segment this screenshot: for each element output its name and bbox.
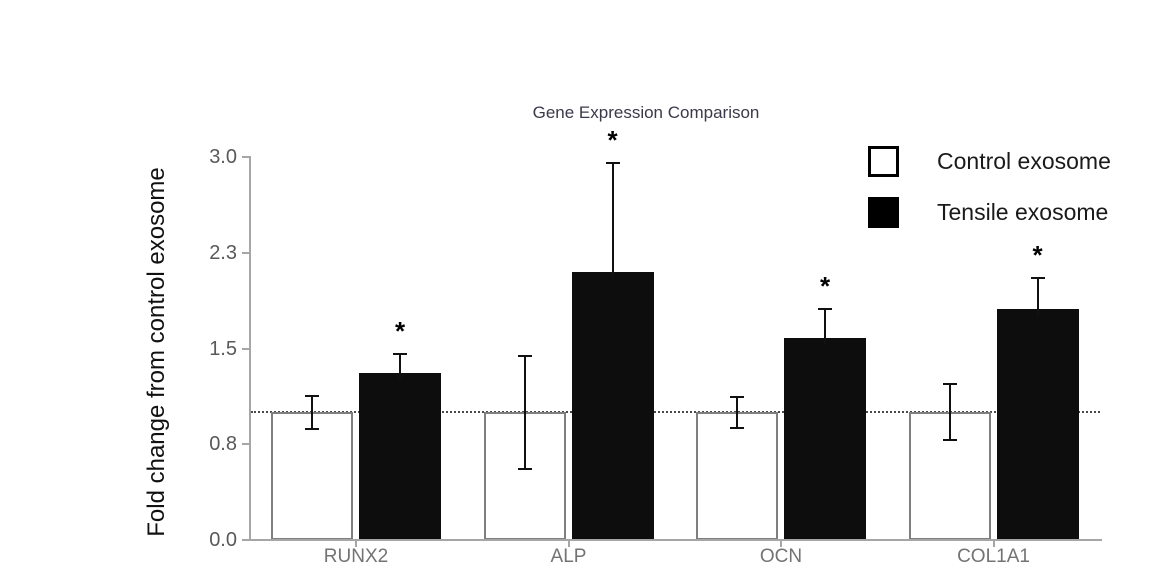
bar-control-OCN [696,412,778,540]
bar-tensile-COL1A1 [996,308,1079,540]
x-category-label-RUNX2: RUNX2 [323,546,389,567]
x-category-label-ALP: ALP [550,546,587,567]
significance-asterisk-RUNX2: * [394,315,406,346]
y-axis-tick [242,539,251,541]
bar-tensile-ALP [571,271,654,540]
bar-tensile-OCN [784,338,866,540]
error-bar-cap [942,439,957,442]
error-bar-line [948,384,951,441]
tensile-swatch-icon [868,197,899,228]
significance-asterisk-OCN: * [819,270,831,301]
legend: Control exosome Tensile exosome [868,146,1111,248]
error-bar-line [399,353,401,379]
y-tick-label: 1.5 [209,337,237,360]
error-bar-cap [517,355,532,358]
chart-title: Gene Expression Comparison [532,103,760,122]
legend-item-tensile: Tensile exosome [868,197,1111,228]
error-bar-line [1036,278,1039,315]
x-axis-tick [567,540,570,547]
error-bar-cap [305,394,319,397]
error-bar-line [611,163,614,278]
control-swatch-icon [868,146,899,177]
error-bar-line [311,395,313,429]
legend-label-control: Control exosome [937,148,1111,174]
error-bar-cap [393,352,407,355]
error-bar-cap [818,307,832,310]
significance-asterisk-COL1A1: * [1032,240,1043,271]
bar-tensile-RUNX2 [359,372,441,540]
error-bar-cap [605,162,620,165]
error-bar-cap [730,396,744,398]
x-category-label-COL1A1: COL1A1 [957,546,1030,567]
x-axis-tick [780,540,782,547]
error-bar-line [736,397,738,428]
error-bar-cap [305,427,319,430]
y-tick-label: 2.3 [209,241,237,264]
legend-item-control: Control exosome [868,146,1111,177]
significance-asterisk-ALP: * [607,125,618,156]
y-axis-tick [242,251,251,254]
error-bar-line [824,308,826,345]
y-tick-label: 0.8 [209,433,237,456]
x-axis-tick [355,540,357,547]
x-category-label-OCN: OCN [759,546,803,567]
y-axis-tick [242,347,251,350]
y-tick-label: 0.0 [209,529,237,551]
x-axis-line [249,539,1102,541]
bar-control-RUNX2 [271,412,353,540]
baseline-dashed-line [251,411,1100,414]
y-tick-label: 3.0 [209,146,237,168]
error-bar-cap [517,467,532,470]
error-bar-cap [942,383,957,386]
error-bar-line [523,356,526,469]
x-axis-tick [992,540,995,547]
error-bar-cap [1030,277,1045,280]
y-axis-tick [242,156,251,158]
y-axis-tick [242,443,251,446]
legend-label-tensile: Tensile exosome [937,199,1109,225]
error-bar-cap [730,426,744,429]
